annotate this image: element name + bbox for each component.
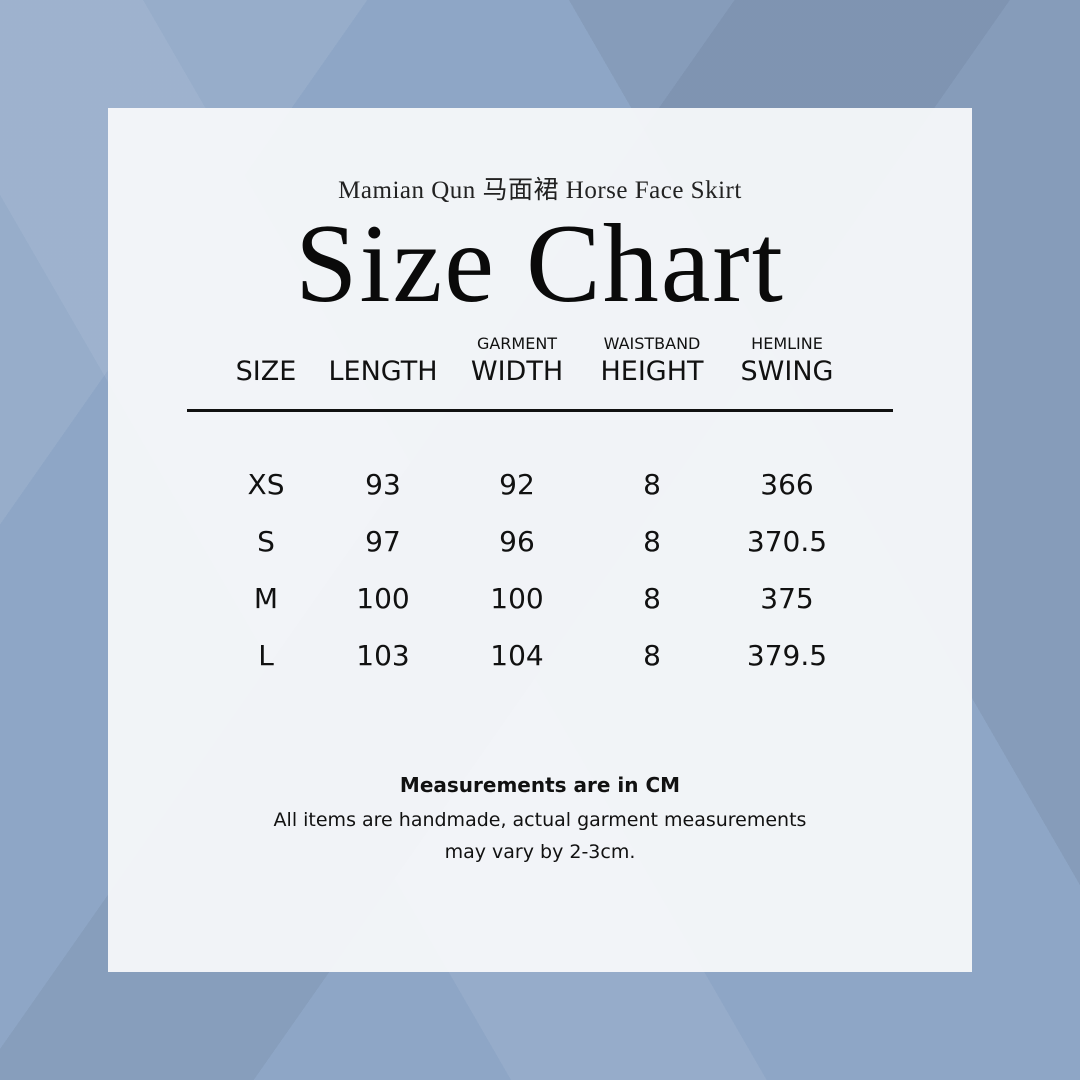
table-cell: 370.5 [746,525,828,558]
table-cell: XS [247,468,285,501]
column-header-top: GARMENT [476,334,558,353]
table-cell: 100 [490,582,544,615]
column-header: LENGTH [328,356,438,387]
table-cell: 8 [643,582,661,615]
table-cell: 366 [760,468,814,501]
table-cell: 97 [365,525,401,558]
column-header-top: HEMLINE [751,334,823,353]
column-header: HEIGHT [600,356,704,387]
table-cell: 100 [356,582,410,615]
disclaimer-line-1: All items are handmade, actual garment m… [273,809,807,831]
column-header: WIDTH [470,356,564,387]
column-header-top: WAISTBAND [603,334,701,353]
column-header: SWING [740,356,834,387]
table-cell: 104 [490,639,544,672]
units-note: Measurements are in CM [399,773,681,797]
table-cell: 93 [365,468,401,501]
size-chart-panel [108,108,972,972]
table-cell: S [257,525,275,558]
table-cell: 379.5 [746,639,828,672]
subtitle: Mamian Qun 马面裙 Horse Face Skirt [338,177,742,204]
table-cell: 375 [760,582,814,615]
table-cell: 92 [499,468,535,501]
table-cell: 96 [499,525,535,558]
column-header: SIZE [235,356,297,387]
table-cell: L [258,639,274,672]
table-cell: 8 [643,468,661,501]
table-cell: M [253,582,279,615]
header-divider [187,409,893,412]
table-cell: 8 [643,525,661,558]
table-cell: 8 [643,639,661,672]
page-title: Size Chart [295,202,785,326]
table-cell: 103 [356,639,410,672]
disclaimer-line-2: may vary by 2-3cm. [444,841,636,863]
